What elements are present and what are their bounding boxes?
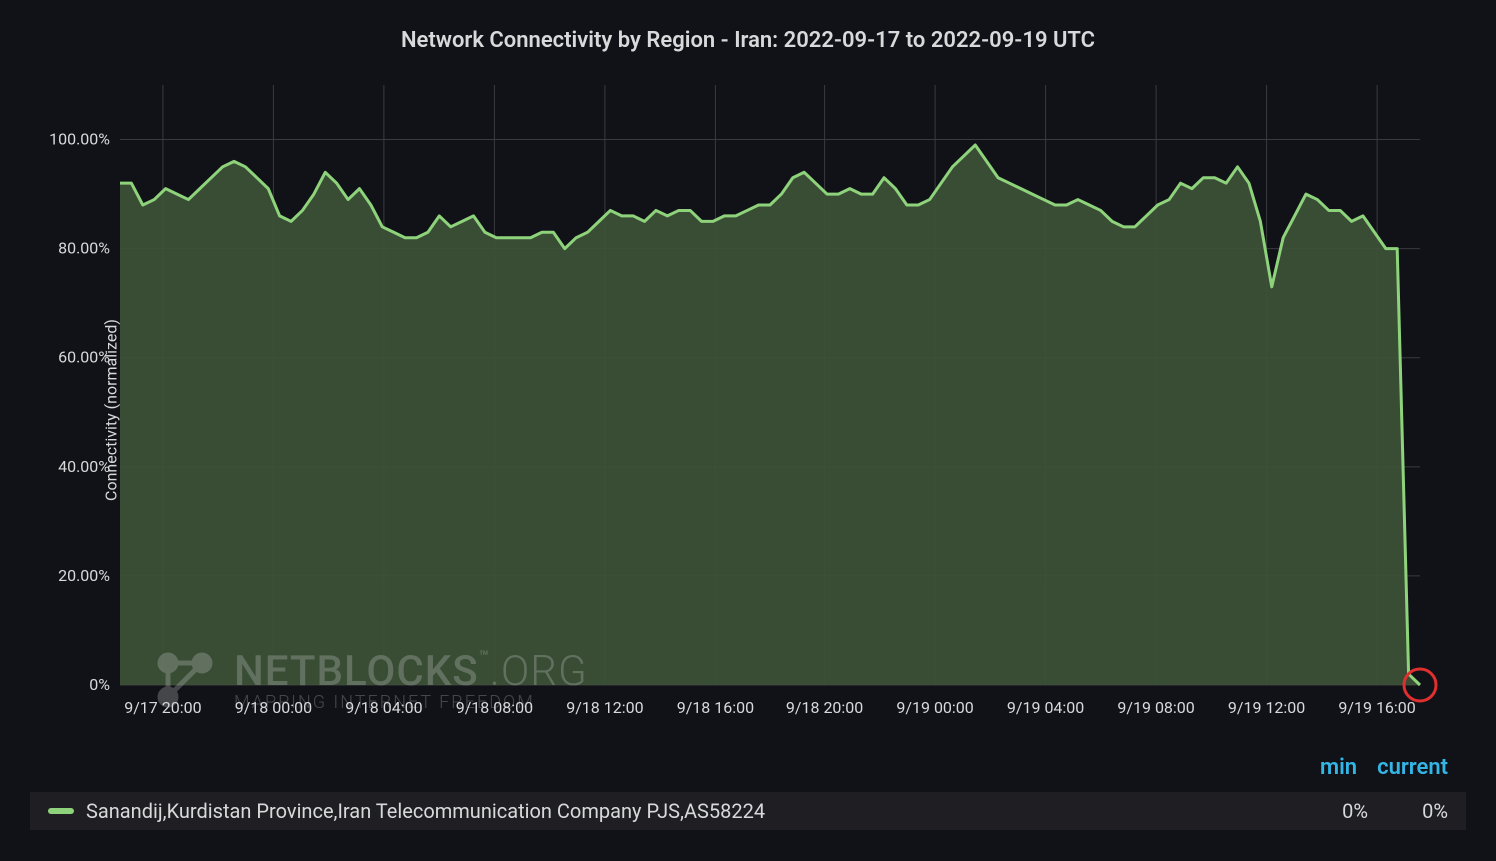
legend-row[interactable]: Sanandij,Kurdistan Province,Iran Telecom…: [30, 792, 1466, 830]
svg-text:9/18 08:00: 9/18 08:00: [456, 698, 533, 717]
svg-text:9/19 12:00: 9/19 12:00: [1228, 698, 1305, 717]
svg-text:9/18 04:00: 9/18 04:00: [345, 698, 422, 717]
legend-label: Sanandij,Kurdistan Province,Iran Telecom…: [86, 799, 1288, 823]
svg-text:9/19 16:00: 9/19 16:00: [1338, 698, 1415, 717]
y-axis-label: Connectivity (normalized): [101, 319, 120, 501]
chart-svg: 0%20.00%40.00%60.00%80.00%100.00%9/17 20…: [0, 70, 1496, 750]
svg-text:9/17 20:00: 9/17 20:00: [124, 698, 201, 717]
svg-text:20.00%: 20.00%: [58, 566, 110, 585]
legend-min-value: 0%: [1288, 799, 1368, 823]
svg-text:9/18 20:00: 9/18 20:00: [786, 698, 863, 717]
stats-current-header: current: [1377, 755, 1448, 780]
stats-min-header: min: [1287, 755, 1357, 780]
svg-text:9/19 00:00: 9/19 00:00: [896, 698, 973, 717]
svg-text:9/18 12:00: 9/18 12:00: [566, 698, 643, 717]
legend-current-value: 0%: [1368, 799, 1448, 823]
svg-text:80.00%: 80.00%: [58, 239, 110, 258]
svg-text:9/19 04:00: 9/19 04:00: [1007, 698, 1084, 717]
chart-area: 0%20.00%40.00%60.00%80.00%100.00%9/17 20…: [0, 70, 1496, 750]
svg-text:0%: 0%: [89, 675, 110, 694]
legend-swatch: [48, 808, 74, 814]
svg-text:9/18 00:00: 9/18 00:00: [235, 698, 312, 717]
stats-header: min current: [1287, 755, 1448, 780]
svg-text:9/18 16:00: 9/18 16:00: [677, 698, 754, 717]
chart-title: Network Connectivity by Region - Iran: 2…: [0, 0, 1496, 53]
svg-text:9/19 08:00: 9/19 08:00: [1117, 698, 1194, 717]
svg-text:100.00%: 100.00%: [49, 130, 110, 149]
